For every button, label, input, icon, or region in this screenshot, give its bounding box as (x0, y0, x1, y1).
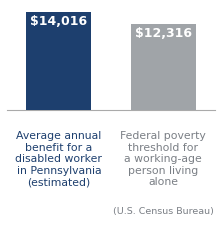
Text: Average annual
benefit for a
disabled worker
in Pennsylvania
(estimated): Average annual benefit for a disabled wo… (15, 131, 102, 187)
Bar (26, 13, 91, 111)
Text: $12,316: $12,316 (135, 27, 192, 40)
Text: $14,016: $14,016 (30, 15, 87, 28)
Bar (131, 25, 196, 111)
Text: Federal poverty
threshold for
a working-age
person living
alone: Federal poverty threshold for a working-… (120, 131, 206, 187)
Text: (U.S. Census Bureau): (U.S. Census Bureau) (113, 207, 214, 215)
